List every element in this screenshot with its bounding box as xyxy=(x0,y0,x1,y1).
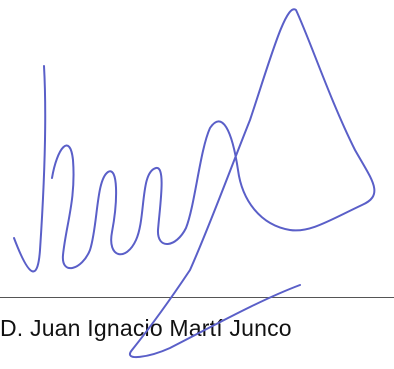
signature-line xyxy=(0,297,394,298)
signer-name: D. Juan Ignacio Martí Junco xyxy=(0,315,292,341)
signature-stroke xyxy=(13,8,376,359)
